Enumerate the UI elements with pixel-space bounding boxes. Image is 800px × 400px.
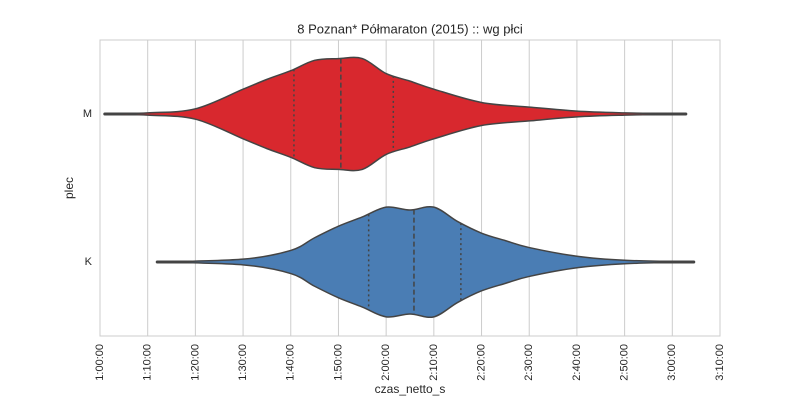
violin (157, 205, 694, 319)
x-tick-label: 1:10:00 (142, 344, 154, 381)
x-tick-label: 2:10:00 (428, 344, 440, 381)
plot-frame (99, 39, 721, 337)
y-tick-label: M (83, 108, 92, 120)
y-tick-label: K (85, 256, 93, 268)
x-tick-label: 3:10:00 (714, 344, 726, 381)
x-tick-label: 1:30:00 (237, 344, 249, 381)
x-tick-label: 1:40:00 (285, 344, 297, 381)
x-tick-label: 2:50:00 (619, 344, 631, 381)
x-tick-label: 2:00:00 (380, 344, 392, 381)
x-tick-label: 1:00:00 (94, 344, 106, 381)
x-tick-label: 1:20:00 (189, 344, 201, 381)
x-tick-label: 2:30:00 (523, 344, 535, 381)
x-tick-label: 3:00:00 (666, 344, 678, 381)
violin (104, 56, 686, 172)
x-tick-label: 2:40:00 (571, 344, 583, 381)
x-tick-label: 2:20:00 (475, 344, 487, 381)
x-axis-label: czas_netto_s (375, 382, 446, 396)
y-axis-label: plec (62, 177, 76, 199)
x-tick-label: 1:50:00 (332, 344, 344, 381)
chart-title: 8 Poznan* Półmaraton (2015) :: wg płci (297, 21, 523, 36)
